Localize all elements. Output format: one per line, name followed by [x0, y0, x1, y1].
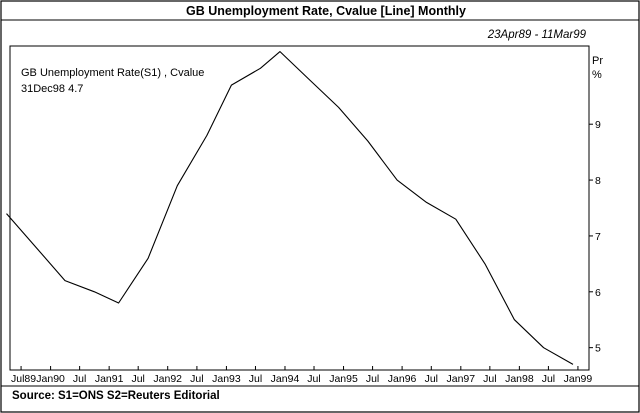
y-unit-label-bottom: % [592, 69, 602, 81]
x-tick-label: Jan96 [388, 373, 417, 385]
date-range: 23Apr89 - 11Mar99 [487, 29, 587, 41]
x-tick-label: Jan94 [271, 373, 300, 385]
source-note: Source: S1=ONS S2=Reuters Editorial [12, 390, 220, 402]
x-axis: Jul89 Jan90 Jul Jan91 Jul Jan92 Jul Jan93 Jul Jan… [11, 366, 592, 385]
chart-title: GB Unemployment Rate, Cvalue [Line] Mont… [186, 4, 466, 18]
y-tick-label: 8 [595, 175, 601, 187]
x-tick-label: Jul [249, 373, 262, 385]
x-tick-label: Jan91 [95, 373, 124, 385]
x-tick-label: Jul [483, 373, 496, 385]
x-tick-label: Jan98 [505, 373, 534, 385]
legend-last-value: 31Dec98 4.7 [21, 83, 83, 95]
x-tick-label: Jul [425, 373, 438, 385]
x-tick-label: Jan95 [329, 373, 358, 385]
y-axis: 5 6 7 8 9 [589, 119, 601, 355]
y-tick-label: 7 [595, 231, 601, 243]
x-tick-label: Jul [131, 373, 144, 385]
x-tick-label: Jan93 [212, 373, 241, 385]
x-tick-label: Jul89 [11, 373, 36, 385]
legend-series-label: GB Unemployment Rate(S1) , Cvalue [21, 67, 204, 79]
x-tick-label: Jan90 [36, 373, 65, 385]
x-tick-label: Jul [366, 373, 379, 385]
y-tick-label: 6 [595, 287, 601, 299]
x-tick-label: Jul [307, 373, 320, 385]
series-layer [6, 51, 574, 365]
x-tick-label: Jul [542, 373, 555, 385]
y-tick-label: 9 [595, 119, 601, 131]
series-line [6, 51, 574, 365]
x-tick-label: Jul [73, 373, 86, 385]
x-tick-label: Jan97 [447, 373, 476, 385]
x-tick-label: Jul [190, 373, 203, 385]
y-tick-label: 5 [595, 343, 601, 355]
plot-frame [9, 45, 590, 371]
x-tick-label: Jan92 [153, 373, 182, 385]
y-unit-label-top: Pr [592, 55, 603, 67]
x-tick-label: Jan99 [564, 373, 593, 385]
